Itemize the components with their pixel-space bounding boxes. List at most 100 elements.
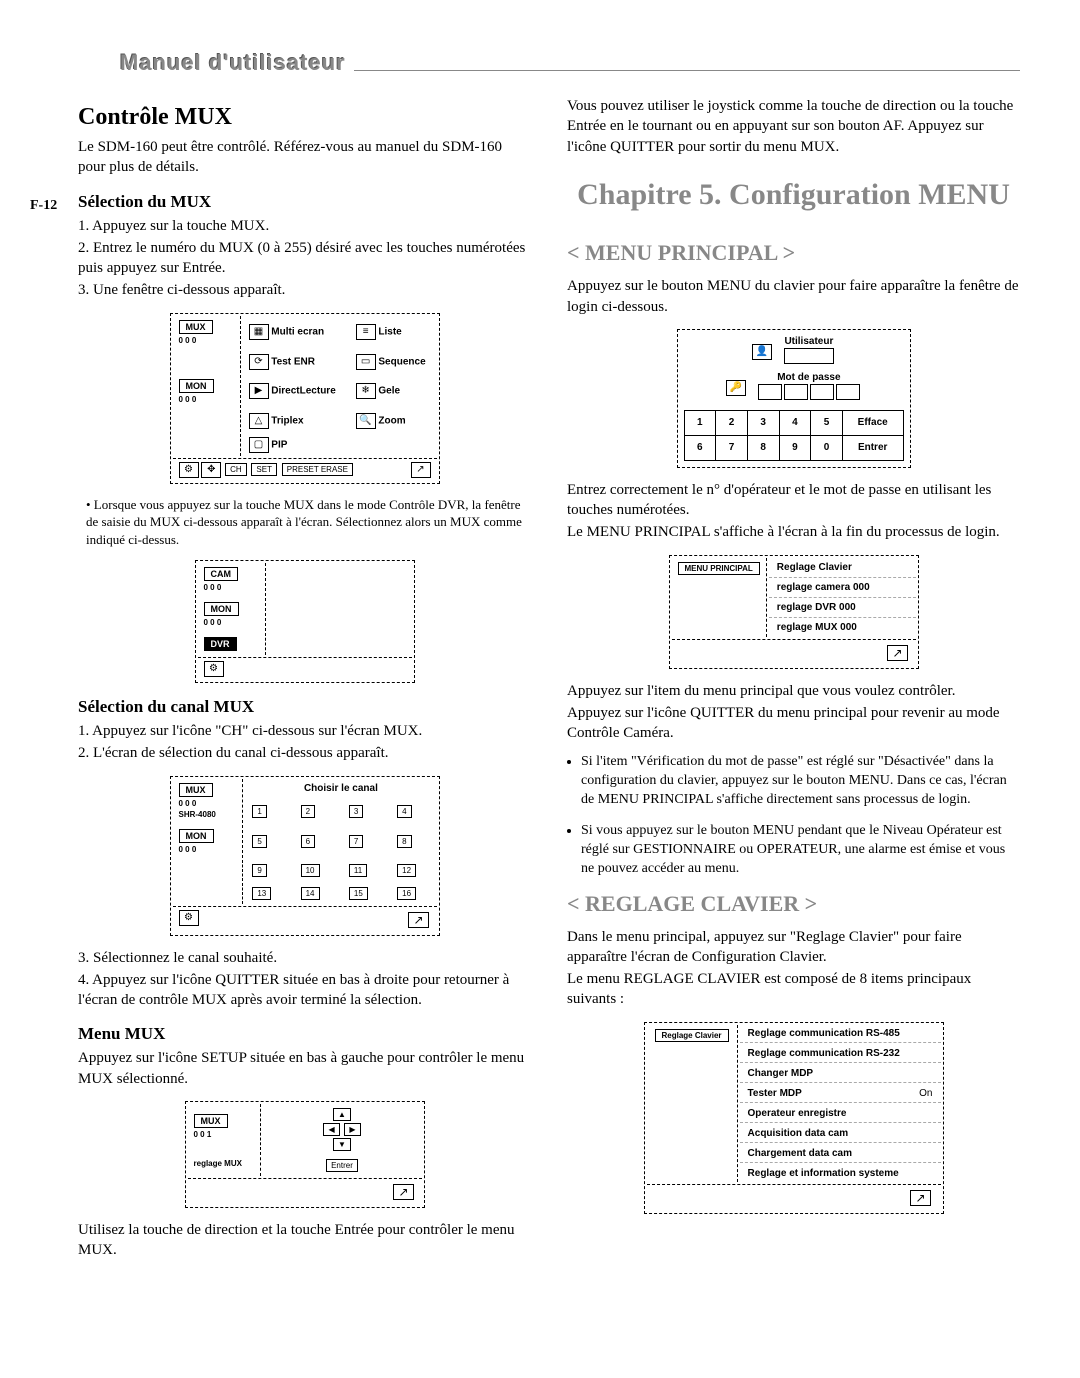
channel-btn[interactable]: 14 [301, 887, 320, 900]
dpad-left[interactable]: ◀ [323, 1123, 339, 1136]
step: 2. L'écran de sélection du canal ci-dess… [78, 743, 531, 763]
intro-text: Le SDM-160 peut être contrôlé. Référez-v… [78, 137, 531, 178]
lock-icon: 🔑 [726, 380, 746, 396]
key-1[interactable]: 1 [684, 410, 716, 435]
section-reglage: < REGLAGE CLAVIER > [567, 891, 1020, 917]
step: 1. Appuyez sur l'icône "CH" ci-dessous s… [78, 721, 531, 741]
channel-btn[interactable]: 16 [397, 887, 416, 900]
user-icon: 👤 [752, 344, 772, 360]
exit-icon[interactable]: ↗ [411, 462, 431, 478]
exit-icon[interactable]: ↗ [910, 1190, 930, 1206]
reglage-item[interactable]: Tester MDP On [740, 1085, 941, 1103]
user-input[interactable] [784, 348, 834, 364]
key-7[interactable]: 7 [716, 435, 748, 460]
reglage-item[interactable]: Operateur enregistre [740, 1105, 941, 1123]
step: 2. Entrez le numéro du MUX (0 à 255) dés… [78, 238, 531, 279]
menu-item[interactable]: reglage DVR 000 [769, 598, 916, 618]
header-rule [354, 56, 1020, 71]
pass-input[interactable] [784, 384, 808, 400]
channel-btn[interactable]: 4 [397, 805, 411, 818]
key-0[interactable]: 0 [811, 435, 843, 460]
channel-btn[interactable]: 9 [252, 864, 266, 877]
after-main-1: Appuyez sur l'item du menu principal que… [567, 681, 1020, 701]
channel-btn[interactable]: 1 [252, 805, 266, 818]
menu-principal-text: Appuyez sur le bouton MENU du clavier po… [567, 276, 1020, 317]
reglage-p2: Le menu REGLAGE CLAVIER est composé de 8… [567, 969, 1020, 1010]
key-2[interactable]: 2 [716, 410, 748, 435]
key-efface[interactable]: Efface [842, 410, 903, 435]
channel-btn[interactable]: 12 [397, 864, 416, 877]
channel-btn[interactable]: 15 [349, 887, 368, 900]
setup-icon[interactable]: ⚙ [179, 910, 199, 926]
key-entrer[interactable]: Entrer [842, 435, 903, 460]
menu-item[interactable]: reglage camera 000 [769, 578, 916, 598]
key-5[interactable]: 5 [811, 410, 843, 435]
header-title: Manuel d'utilisateur [120, 50, 346, 76]
h3-sel-canal: Sélection du canal MUX [78, 697, 531, 717]
channel-btn[interactable]: 13 [252, 887, 271, 900]
keypad: 1 2 3 4 5 Efface 6 7 8 9 0 [684, 410, 904, 461]
mux-menu-panel: MUX0 0 1 ▲ ◀ ▶ ▼ Entrer reglage MUX [185, 1101, 425, 1208]
pass-input[interactable] [836, 384, 860, 400]
h3-menu-mux: Menu MUX [78, 1024, 531, 1044]
key-8[interactable]: 8 [747, 435, 779, 460]
mux-input-panel: CAM0 0 0 MON0 0 0 DVR ⚙ [195, 560, 415, 683]
login-panel: 👤 Utilisateur 🔑 Mot de passe [677, 329, 911, 468]
reglage-item[interactable]: Changer MDP [740, 1065, 941, 1083]
step: 1. Appuyez sur la touche MUX. [78, 216, 531, 236]
reglage-item[interactable]: Chargement data cam [740, 1145, 941, 1163]
preset-button[interactable]: PRESET ERASE [282, 463, 353, 476]
exit-icon[interactable]: ↗ [408, 912, 428, 928]
key-4[interactable]: 4 [779, 410, 811, 435]
h2-mux-control: Contrôle MUX [78, 104, 531, 131]
channel-btn[interactable]: 11 [349, 864, 367, 877]
after-login-2: Le MENU PRINCIPAL s'affiche à l'écran à … [567, 522, 1020, 542]
channel-btn[interactable]: 5 [252, 835, 266, 848]
after-main-2: Appuyez sur l'icône QUITTER du menu prin… [567, 703, 1020, 744]
pass-input[interactable] [810, 384, 834, 400]
key-6[interactable]: 6 [684, 435, 716, 460]
key-3[interactable]: 3 [747, 410, 779, 435]
section-menu-principal: < MENU PRINCIPAL > [567, 240, 1020, 266]
menu-item[interactable]: Reglage Clavier [769, 558, 916, 578]
reglage-item[interactable]: Reglage et information systeme [740, 1165, 941, 1182]
mux-window-panel: MUX 0 0 0 ▦ Multi ecran ≡ Liste ⟳ Test E… [170, 313, 440, 484]
header: Manuel d'utilisateur [120, 50, 1020, 76]
note-text: • Lorsque vous appuyez sur la touche MUX… [78, 496, 531, 549]
pass-input[interactable] [758, 384, 782, 400]
reglage-item[interactable]: Acquisition data cam [740, 1125, 941, 1143]
menu-mux-text: Appuyez sur l'icône SETUP située en bas … [78, 1048, 531, 1089]
channel-btn[interactable]: 10 [301, 864, 320, 877]
after-login-1: Entrez correctement le n° d'opérateur et… [567, 480, 1020, 521]
reglage-item[interactable]: Reglage communication RS-232 [740, 1045, 941, 1063]
channel-btn[interactable]: 2 [301, 805, 315, 818]
channel-btn[interactable]: 8 [397, 835, 411, 848]
right-column: Vous pouvez utiliser le joystick comme l… [567, 94, 1020, 1262]
main-menu-panel: MENU PRINCIPAL Reglage Clavier reglage c… [669, 555, 919, 669]
exit-icon[interactable]: ↗ [887, 645, 907, 661]
step: 3. Sélectionnez le canal souhaité. [78, 948, 531, 968]
h3-sel-mux: Sélection du MUX [78, 192, 531, 212]
enter-button[interactable]: Entrer [326, 1159, 358, 1172]
setup-icon[interactable]: ⚙ [204, 661, 224, 677]
menu-item[interactable]: reglage MUX 000 [769, 618, 916, 637]
dpad-down[interactable]: ▼ [333, 1138, 351, 1151]
channel-select-panel: MUX0 0 0SHR-4080 Choisir le canal 1 2 3 … [170, 776, 440, 936]
reglage-p1: Dans le menu principal, appuyez sur "Reg… [567, 927, 1020, 968]
step: 4. Appuyez sur l'icône QUITTER située en… [78, 970, 531, 1011]
left-column: Contrôle MUX Le SDM-160 peut être contrô… [78, 94, 531, 1262]
dpad-up[interactable]: ▲ [333, 1108, 351, 1121]
chapter-title: Chapitre 5. Configuration MENU [567, 175, 1020, 216]
dpad-right[interactable]: ▶ [344, 1123, 360, 1136]
channel-btn[interactable]: 7 [349, 835, 363, 848]
exit-icon[interactable]: ↗ [393, 1184, 413, 1200]
key-9[interactable]: 9 [779, 435, 811, 460]
setup-icon[interactable]: ⚙ [179, 462, 199, 478]
reglage-clavier-panel: Reglage Clavier Reglage communication RS… [644, 1022, 944, 1214]
reglage-item[interactable]: Reglage communication RS-485 [740, 1025, 941, 1043]
set-button[interactable]: SET [251, 463, 277, 476]
ch-button[interactable]: CH [225, 463, 247, 476]
channel-btn[interactable]: 6 [301, 835, 315, 848]
channel-btn[interactable]: 3 [349, 805, 363, 818]
right-intro: Vous pouvez utiliser le joystick comme l… [567, 96, 1020, 157]
